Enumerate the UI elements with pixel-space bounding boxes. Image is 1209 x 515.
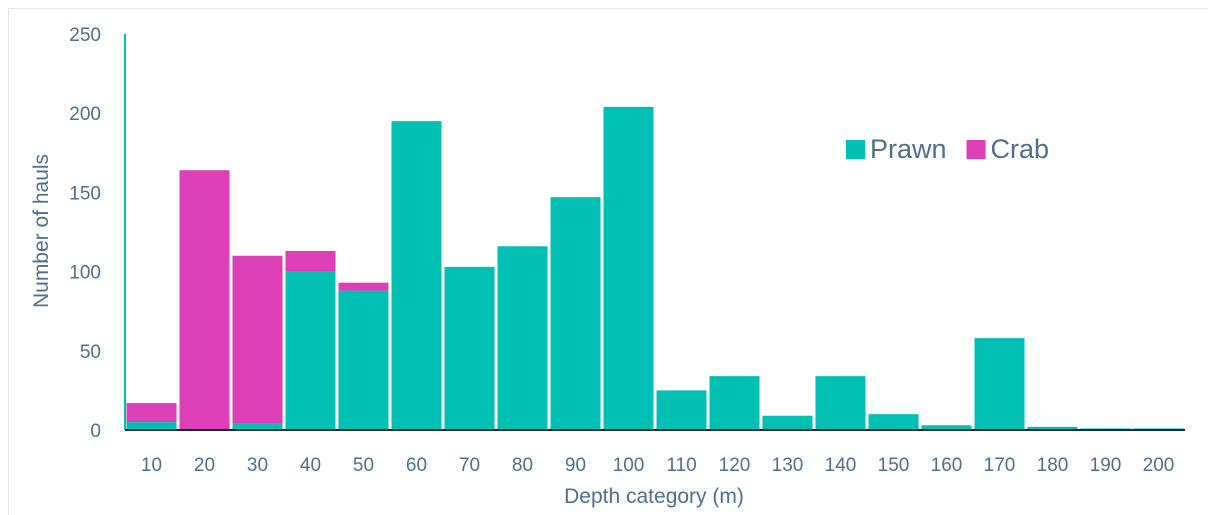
y-tick-0: 0 [90,421,101,442]
x-tick-40: 40 [300,455,321,476]
bar-prawn-130 [762,415,813,430]
x-tick-120: 120 [719,455,751,476]
x-tick-110: 110 [666,455,696,476]
x-tick-100: 100 [613,455,645,476]
x-tick-150: 150 [878,455,910,476]
bar-crab-50 [338,282,389,291]
x-tick-90: 90 [565,455,586,476]
bar-prawn-140 [815,376,866,430]
x-tick-30: 30 [247,455,268,476]
bar-prawn-30 [232,423,283,430]
legend-swatch-crab [966,140,986,159]
bars-layer [126,106,1184,431]
bar-crab-20 [179,170,230,430]
y-tick-labels: 0 50 100 150 200 250 [69,25,101,442]
bar-prawn-40 [285,271,336,430]
bar-crab-30 [232,255,283,424]
bar-prawn-160 [921,425,972,430]
bar-prawn-70 [444,266,495,430]
bar-prawn-100 [603,106,654,430]
x-tick-160: 160 [931,455,963,476]
y-tick-150: 150 [69,183,101,204]
bar-prawn-170 [974,338,1025,430]
y-axis-label: Number of hauls [30,154,53,308]
x-tick-200: 200 [1143,455,1175,476]
x-tick-170: 170 [984,455,1016,476]
bar-prawn-80 [497,246,548,430]
bar-prawn-50 [338,290,389,430]
x-tick-10: 10 [141,455,162,476]
legend-label-crab: Crab [991,134,1050,164]
legend-label-prawn: Prawn [870,134,947,164]
y-tick-250: 250 [69,25,101,46]
bar-prawn-120 [709,376,760,430]
x-tick-20: 20 [194,455,215,476]
y-tick-200: 200 [69,104,101,125]
bar-crab-10 [126,403,177,423]
bar-prawn-110 [656,390,707,430]
y-tick-100: 100 [69,263,101,284]
legend: Prawn Crab [846,134,1049,164]
x-tick-180: 180 [1037,455,1069,476]
x-tick-labels: 10 20 30 40 50 60 70 80 90 100 110 120 130 140 150 160 1… [141,455,1174,476]
bar-prawn-150 [868,414,919,430]
x-tick-60: 60 [406,455,427,476]
x-tick-130: 130 [772,455,804,476]
bar-prawn-90 [550,197,601,430]
bar-prawn-60 [391,121,442,431]
x-tick-70: 70 [459,455,480,476]
x-tick-50: 50 [353,455,374,476]
bar-prawn-180 [1027,426,1078,430]
chart-frame [8,8,1208,515]
bar-prawn-10 [126,422,177,430]
x-tick-80: 80 [512,455,533,476]
x-tick-190: 190 [1090,455,1122,476]
bar-crab-40 [285,251,336,272]
legend-swatch-prawn [846,140,865,159]
y-tick-50: 50 [80,342,101,363]
x-tick-140: 140 [825,455,857,476]
x-axis-label: Depth category (m) [564,485,744,508]
